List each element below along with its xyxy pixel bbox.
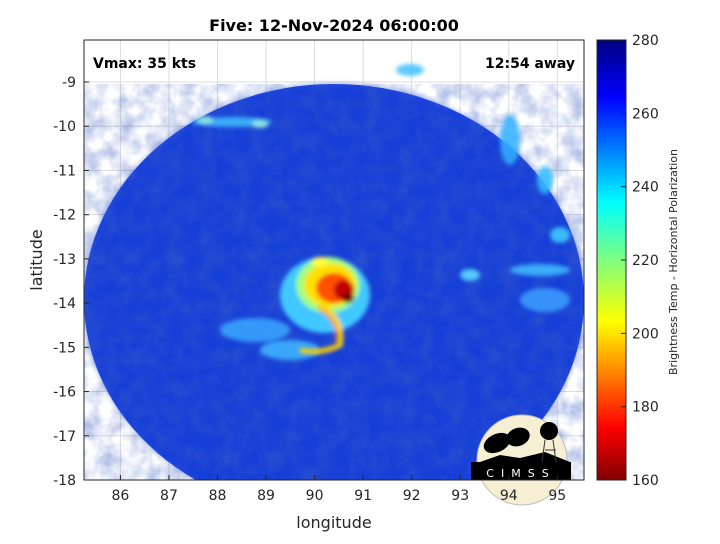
colorbar-ticks: 160 180 200 220 240 260 280 bbox=[621, 33, 659, 489]
cimss-logo: CIMSS bbox=[471, 414, 571, 506]
x-tick-label: 95 bbox=[548, 488, 566, 504]
colorbar-tick-label: 160 bbox=[632, 473, 659, 489]
y-axis-label: latitude bbox=[27, 229, 46, 290]
colorbar-tick-label: 220 bbox=[632, 253, 659, 269]
y-tick-label: -12 bbox=[53, 208, 76, 224]
y-tick-label: -13 bbox=[53, 252, 76, 268]
colorbar-tick-label: 200 bbox=[632, 326, 659, 342]
x-tick-label: 86 bbox=[111, 488, 129, 504]
plot-area: CIMSS Vmax: 35 kts 12:54 away 86 87 88 89 90… bbox=[27, 39, 585, 532]
y-tick-label: -9 bbox=[62, 75, 76, 91]
y-tick-label: -14 bbox=[53, 296, 76, 312]
y-tick-label: -10 bbox=[53, 119, 76, 135]
colorbar: 160 180 200 220 240 260 280 Brightness Temp - … bbox=[596, 33, 680, 489]
x-tick-label: 93 bbox=[451, 488, 469, 504]
x-axis-ticks: 86 87 88 89 90 91 92 93 94 95 bbox=[111, 475, 566, 504]
x-tick-label: 87 bbox=[160, 488, 178, 504]
x-tick-label: 88 bbox=[209, 488, 227, 504]
x-tick-label: 90 bbox=[306, 488, 324, 504]
y-tick-label: -17 bbox=[53, 429, 76, 445]
vmax-annotation: Vmax: 35 kts bbox=[93, 56, 196, 72]
storm-core bbox=[280, 257, 370, 355]
logo-text: CIMSS bbox=[486, 467, 555, 480]
colorbar-tick-label: 260 bbox=[632, 106, 659, 122]
y-axis-ticks: -9 -10 -11 -12 -13 -14 -15 -16 -17 -18 bbox=[53, 75, 89, 489]
x-tick-label: 89 bbox=[257, 488, 275, 504]
convective-band-north bbox=[192, 64, 570, 360]
colorbar-tick-label: 240 bbox=[632, 180, 659, 196]
colorbar-label: Brightness Temp - Horizontal Polarizatio… bbox=[667, 149, 680, 375]
y-tick-label: -16 bbox=[53, 385, 76, 401]
x-tick-label: 94 bbox=[500, 488, 518, 504]
colorbar-tick-label: 180 bbox=[632, 400, 659, 416]
y-tick-label: -15 bbox=[53, 340, 76, 356]
x-axis-label: longitude bbox=[296, 513, 371, 532]
brightness-temp-swath bbox=[84, 64, 584, 480]
x-tick-label: 92 bbox=[403, 488, 421, 504]
y-tick-label: -18 bbox=[53, 473, 76, 489]
time-away-annotation: 12:54 away bbox=[485, 56, 575, 72]
x-tick-label: 91 bbox=[354, 488, 372, 504]
y-tick-label: -11 bbox=[53, 163, 76, 179]
colorbar-tick-label: 280 bbox=[632, 33, 659, 49]
chart-title: Five: 12-Nov-2024 06:00:00 bbox=[209, 16, 459, 35]
